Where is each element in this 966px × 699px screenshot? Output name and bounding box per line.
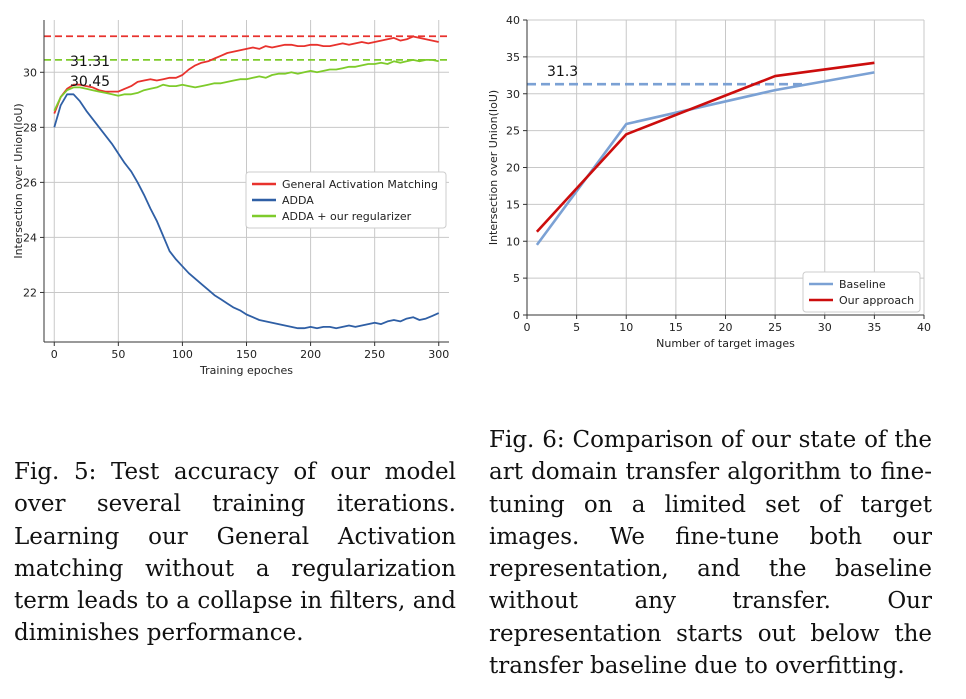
legend-box	[802, 271, 921, 313]
x-tick-label: 150	[236, 348, 257, 361]
y-tick-label: 24	[23, 231, 37, 244]
y-tick-label: 30	[23, 66, 37, 79]
figure-6: 0 5 10 15 20 25 30 35 40 0 5 10 15 20 25 30 35 40 Number o…	[480, 0, 966, 400]
series-line-1	[535, 71, 875, 246]
iou-training-chart: 0 50 100 150 200 250 300 22 24 26 28 30 Training epo…	[12, 20, 449, 377]
y-tick-label: 22	[23, 286, 37, 299]
y-tick-label: 26	[23, 176, 37, 189]
x-tick-label: 30	[818, 321, 832, 334]
legend-box	[245, 171, 447, 229]
y-tick-label: 25	[506, 125, 520, 138]
figure-5-caption: Fig. 5: Test accuracy of our model over …	[14, 459, 456, 647]
y-tick-label: 40	[506, 14, 520, 27]
series-line-3	[53, 59, 439, 112]
iou-target-images-chart: 0 5 10 15 20 25 30 35 40 0 5 10 15 20 25 30 35 40 Number o…	[487, 14, 931, 350]
x-tick-label: 25	[768, 321, 782, 334]
reference-label: 31.3	[547, 64, 578, 80]
series-line-1	[53, 35, 439, 114]
y-tick-label: 28	[23, 121, 37, 134]
x-tick-label: 300	[428, 348, 449, 361]
x-axis-label: Training epoches	[199, 364, 293, 377]
x-tick-label: 40	[917, 321, 931, 334]
legend-label: Our approach	[839, 294, 914, 307]
x-tick-label: 20	[719, 321, 733, 334]
x-tick-label: 10	[619, 321, 633, 334]
x-axis-label: Number of target images	[656, 337, 795, 350]
legend-label: Baseline	[839, 278, 886, 291]
series-line-2	[53, 93, 440, 330]
y-tick-label: 10	[506, 235, 520, 248]
figure-5: 0 50 100 150 200 250 300 22 24 26 28 30 Training epo…	[0, 0, 470, 400]
y-tick-label: 5	[513, 272, 520, 285]
figure-6-caption: Fig. 6: Comparison of our state of the a…	[489, 427, 932, 680]
x-tick-label: 0	[51, 348, 58, 361]
legend-label: ADDA + our regularizer	[282, 210, 412, 223]
reference-label: 30.45	[70, 74, 110, 90]
y-tick-label: 30	[506, 88, 520, 101]
x-tick-label: 0	[524, 321, 531, 334]
y-tick-label: 0	[513, 309, 520, 322]
series-line-2	[535, 61, 875, 233]
legend-label: General Activation Matching	[282, 178, 438, 191]
reference-label: 31.31	[70, 54, 110, 70]
y-tick-label: 20	[506, 162, 520, 175]
x-tick-label: 50	[111, 348, 125, 361]
y-tick-label: 35	[506, 51, 520, 64]
x-tick-label: 5	[573, 321, 580, 334]
legend-label: ADDA	[282, 194, 314, 207]
y-tick-label: 15	[506, 198, 520, 211]
x-tick-label: 100	[172, 348, 193, 361]
x-tick-label: 35	[867, 321, 881, 334]
y-axis-label: Intersection over Union(IoU)	[487, 90, 500, 245]
x-tick-label: 250	[364, 348, 385, 361]
x-tick-label: 200	[300, 348, 321, 361]
y-axis-label: Intersection over Union(IoU)	[12, 103, 25, 258]
x-tick-label: 15	[669, 321, 683, 334]
